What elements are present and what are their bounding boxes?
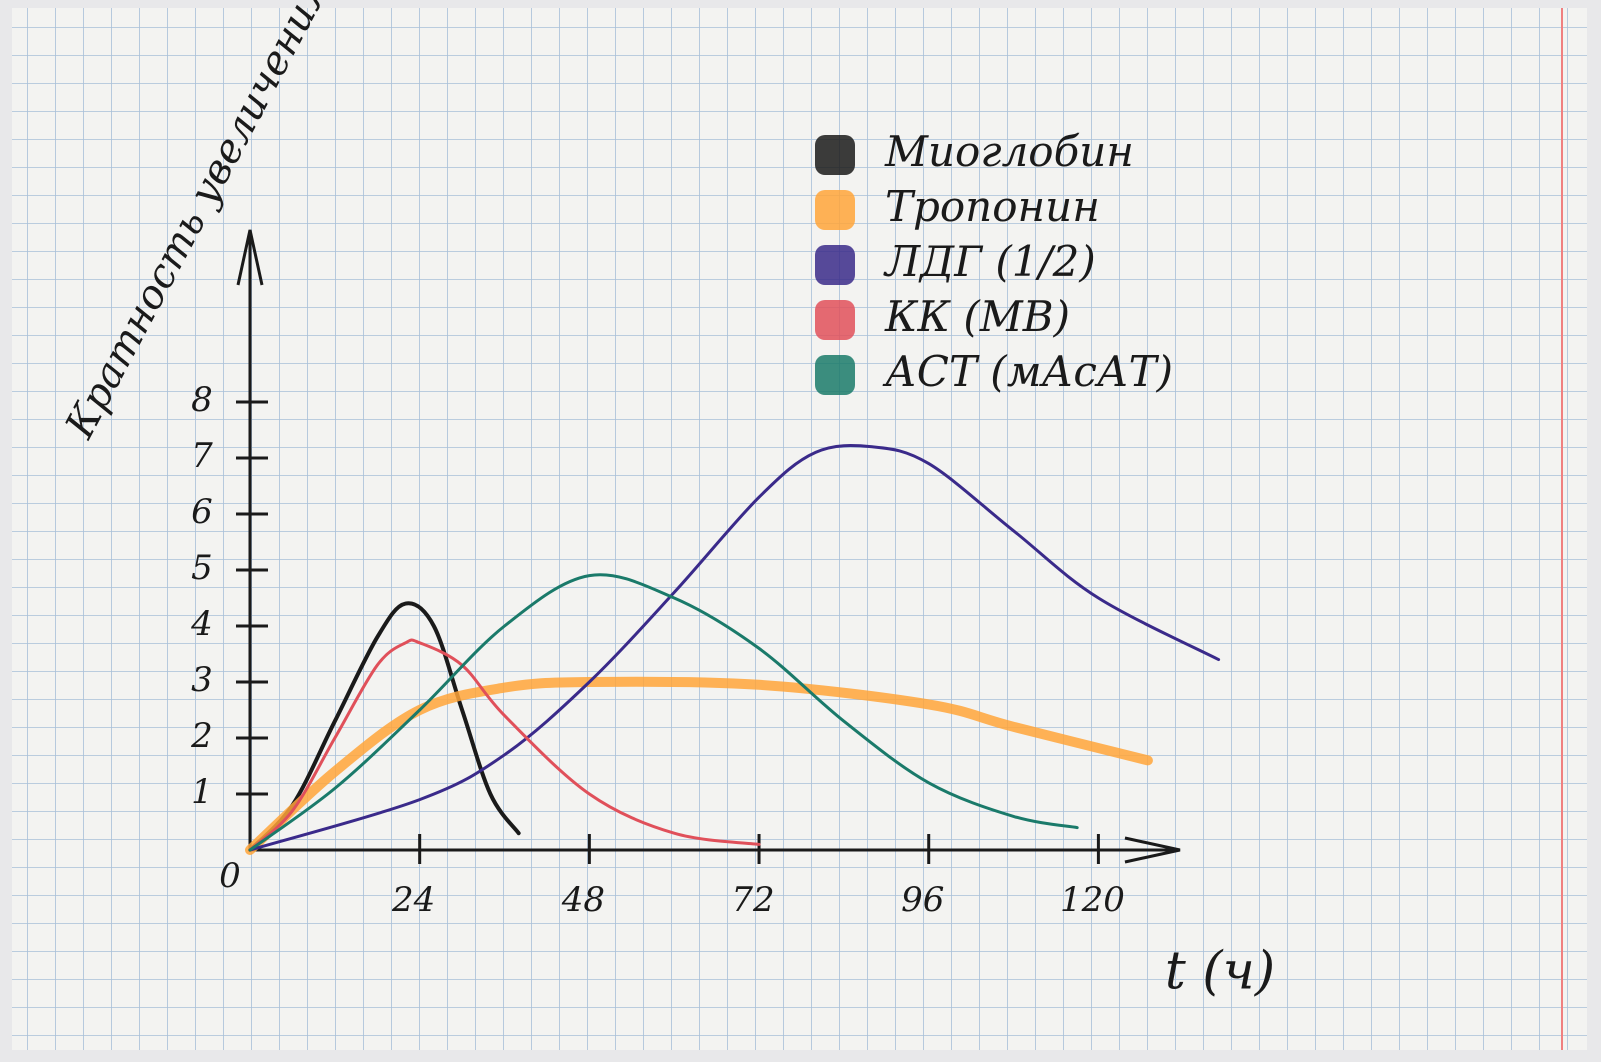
y-tick-label: 1 <box>191 772 213 812</box>
legend-swatch <box>815 300 855 340</box>
y-tick-label: 7 <box>191 436 213 476</box>
legend-swatch <box>815 135 855 175</box>
legend-label: Миоглобин <box>884 127 1134 176</box>
y-tick-label: 5 <box>191 548 213 588</box>
paper <box>12 8 1587 1050</box>
y-tick-label: 2 <box>190 716 213 756</box>
chart: 1 2 3 4 5 6 7 8 0 24 48 72 96 120 Миоглобин Тропонин ЛДГ… <box>0 0 1601 1062</box>
x-tick-label: 24 <box>391 880 435 920</box>
legend-label: Тропонин <box>885 182 1100 231</box>
x-axis-label: t (ч) <box>1165 942 1275 1002</box>
x-tick-label: 96 <box>901 880 944 920</box>
y-tick-label: 3 <box>191 660 213 700</box>
legend-swatch <box>815 245 855 285</box>
x-tick-label: 72 <box>731 880 774 920</box>
legend-label: АСТ (мАсАТ) <box>882 347 1173 396</box>
x-tick-label: 48 <box>561 880 605 920</box>
legend-swatch <box>815 190 855 230</box>
legend-label: КК (МВ) <box>884 292 1070 341</box>
x-tick-label: 120 <box>1060 880 1125 920</box>
legend-label: ЛДГ (1/2) <box>883 237 1096 286</box>
y-tick-label: 4 <box>190 604 213 644</box>
x-tick-label: 0 <box>219 856 241 896</box>
y-tick-label: 6 <box>191 492 213 532</box>
y-tick-label: 8 <box>191 380 213 420</box>
legend-swatch <box>815 355 855 395</box>
